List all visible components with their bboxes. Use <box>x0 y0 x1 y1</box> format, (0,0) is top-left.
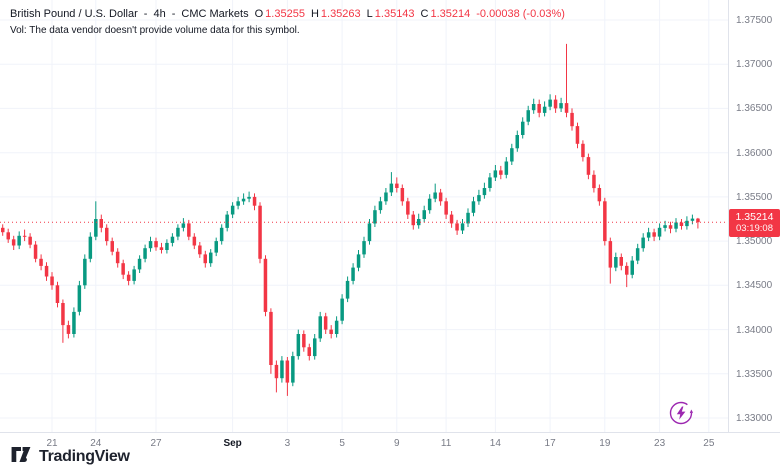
bar-countdown: 03:19:08 <box>736 223 773 235</box>
time-tick-label: 27 <box>150 438 162 449</box>
time-tick-label: 14 <box>489 438 501 449</box>
chart-canvas[interactable] <box>0 0 728 432</box>
time-tick-label: 9 <box>394 438 400 449</box>
time-tick-label: 19 <box>599 438 611 449</box>
lightning-icon <box>667 401 695 430</box>
legend-separator: - <box>143 8 148 20</box>
time-tick-label: 23 <box>654 438 666 449</box>
price-tick-label: 1.35500 <box>736 191 773 203</box>
price-tick-label: 1.37000 <box>736 59 773 71</box>
time-axis[interactable]: 21 24 27 Sep 3 5 9 11 14 17 19 23 25 <box>0 432 780 456</box>
instant-refresh-button[interactable] <box>667 399 695 427</box>
time-tick-label: 24 <box>90 438 102 449</box>
ohlc-close: C 1.35214 <box>420 8 471 20</box>
ohlc-low: L 1.35143 <box>366 8 415 20</box>
legend-separator: - <box>171 8 176 20</box>
price-tick-label: 1.33500 <box>736 368 773 380</box>
price-tick-label: 1.34500 <box>736 280 773 292</box>
time-tick-label: 25 <box>703 438 715 449</box>
time-tick-label: 3 <box>284 438 291 449</box>
volume-note: Vol: The data vendor doesn't provide vol… <box>10 25 300 36</box>
tradingview-brand-text: TradingView <box>39 448 130 465</box>
tradingview-attribution[interactable]: TradingView <box>10 445 130 469</box>
tradingview-logo-icon <box>10 445 32 469</box>
time-tick-label: 17 <box>544 438 556 449</box>
time-tick-label: 11 <box>440 438 452 449</box>
price-change: -0.00038 (-0.03%) <box>476 8 565 20</box>
time-tick-label: 5 <box>339 438 345 449</box>
ohlc-open: O 1.35255 <box>254 8 305 20</box>
price-tick-label: 1.37500 <box>736 15 773 26</box>
price-tick-label: 1.36000 <box>736 147 773 159</box>
ohlc-high: H 1.35263 <box>310 8 361 20</box>
last-price-value: 1.35214 <box>735 211 774 224</box>
last-price-badge: 1.35214 03:19:08 <box>729 209 780 238</box>
symbol-title[interactable]: British Pound / U.S. Dollar <box>10 8 138 20</box>
chart-legend: British Pound / U.S. Dollar - 4h - CMC M… <box>10 8 565 20</box>
exchange-label: CMC Markets <box>181 8 249 20</box>
candlestick-plot[interactable] <box>0 0 728 432</box>
time-tick-label: 21 <box>46 438 58 449</box>
price-tick-label: 1.36500 <box>736 103 773 115</box>
price-tick-label: 1.34000 <box>736 324 773 336</box>
price-tick-label: 1.35000 <box>736 236 773 248</box>
interval-label[interactable]: 4h <box>153 8 166 20</box>
price-tick-label: 1.33000 <box>736 413 773 424</box>
time-tick-label: Sep <box>223 438 242 449</box>
